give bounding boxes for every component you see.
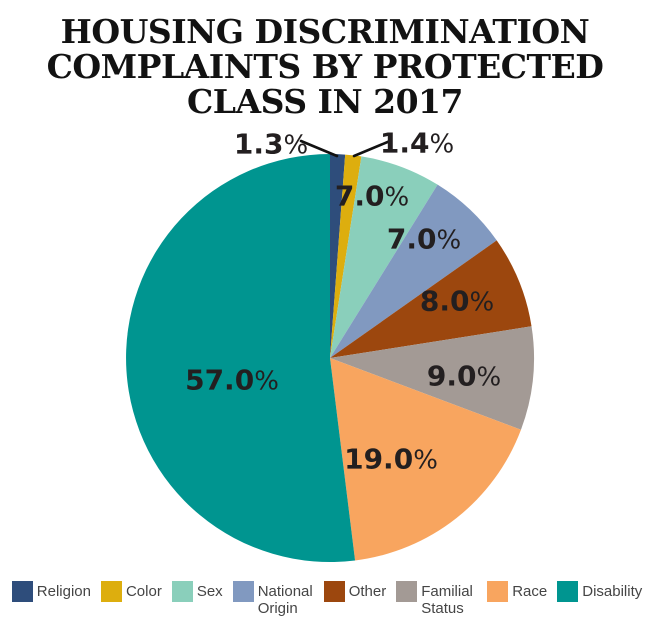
pie-slice-religion [330, 154, 346, 358]
legend-item-race: Race [487, 581, 547, 602]
pie-slice-sex [330, 156, 438, 358]
legend-swatch-race [487, 581, 509, 602]
chart-title-line-3: CLASS IN 2017 [187, 82, 463, 121]
legend-item-other: Other [323, 581, 387, 602]
legend-swatch-disability [557, 581, 579, 602]
leader-line-color [352, 139, 392, 158]
pie-slice-national-origin [330, 184, 497, 358]
chart-title: HOUSING DISCRIMINATION COMPLAINTS BY PRO… [0, 14, 650, 119]
chart-title-line-2: COMPLAINTS BY PROTECTED [46, 47, 604, 86]
pie-slice-color [330, 154, 362, 358]
legend-swatch-national-origin [232, 581, 254, 602]
legend-label-color: Color [125, 583, 162, 600]
legend-item-sex: Sex [171, 581, 223, 602]
legend-label-disability: Disability [582, 583, 643, 600]
legend-swatch-sex [171, 581, 193, 602]
legend-label-race: Race [512, 583, 548, 600]
legend-label-sex: Sex [196, 583, 223, 600]
pie-slice-other [330, 240, 532, 358]
legend-swatch-religion [11, 581, 33, 602]
legend-item-religion: Religion [11, 581, 91, 602]
legend-item-familial-status: Familial Status [396, 581, 477, 617]
legend-swatch-other [323, 581, 345, 602]
pie-slice-race [330, 358, 521, 561]
legend-item-disability: Disability [557, 581, 643, 602]
pie-slice-disability [126, 154, 356, 562]
chart-title-line-1: HOUSING DISCRIMINATION [60, 12, 590, 51]
legend: Religion Color Sex National Origin Other Fami… [0, 581, 650, 617]
legend-swatch-familial-status [396, 581, 418, 602]
legend-label-familial-status: Familial Status [421, 583, 473, 617]
legend-item-color: Color [100, 581, 162, 602]
legend-label-religion: Religion [36, 583, 91, 600]
legend-swatch-color [100, 581, 122, 602]
leader-line-religion [299, 139, 339, 158]
legend-label-other: Other [348, 583, 387, 600]
legend-item-national-origin: National Origin [232, 581, 314, 617]
pie-slice-familial-status [330, 326, 535, 430]
legend-label-national-origin: National Origin [257, 583, 313, 617]
